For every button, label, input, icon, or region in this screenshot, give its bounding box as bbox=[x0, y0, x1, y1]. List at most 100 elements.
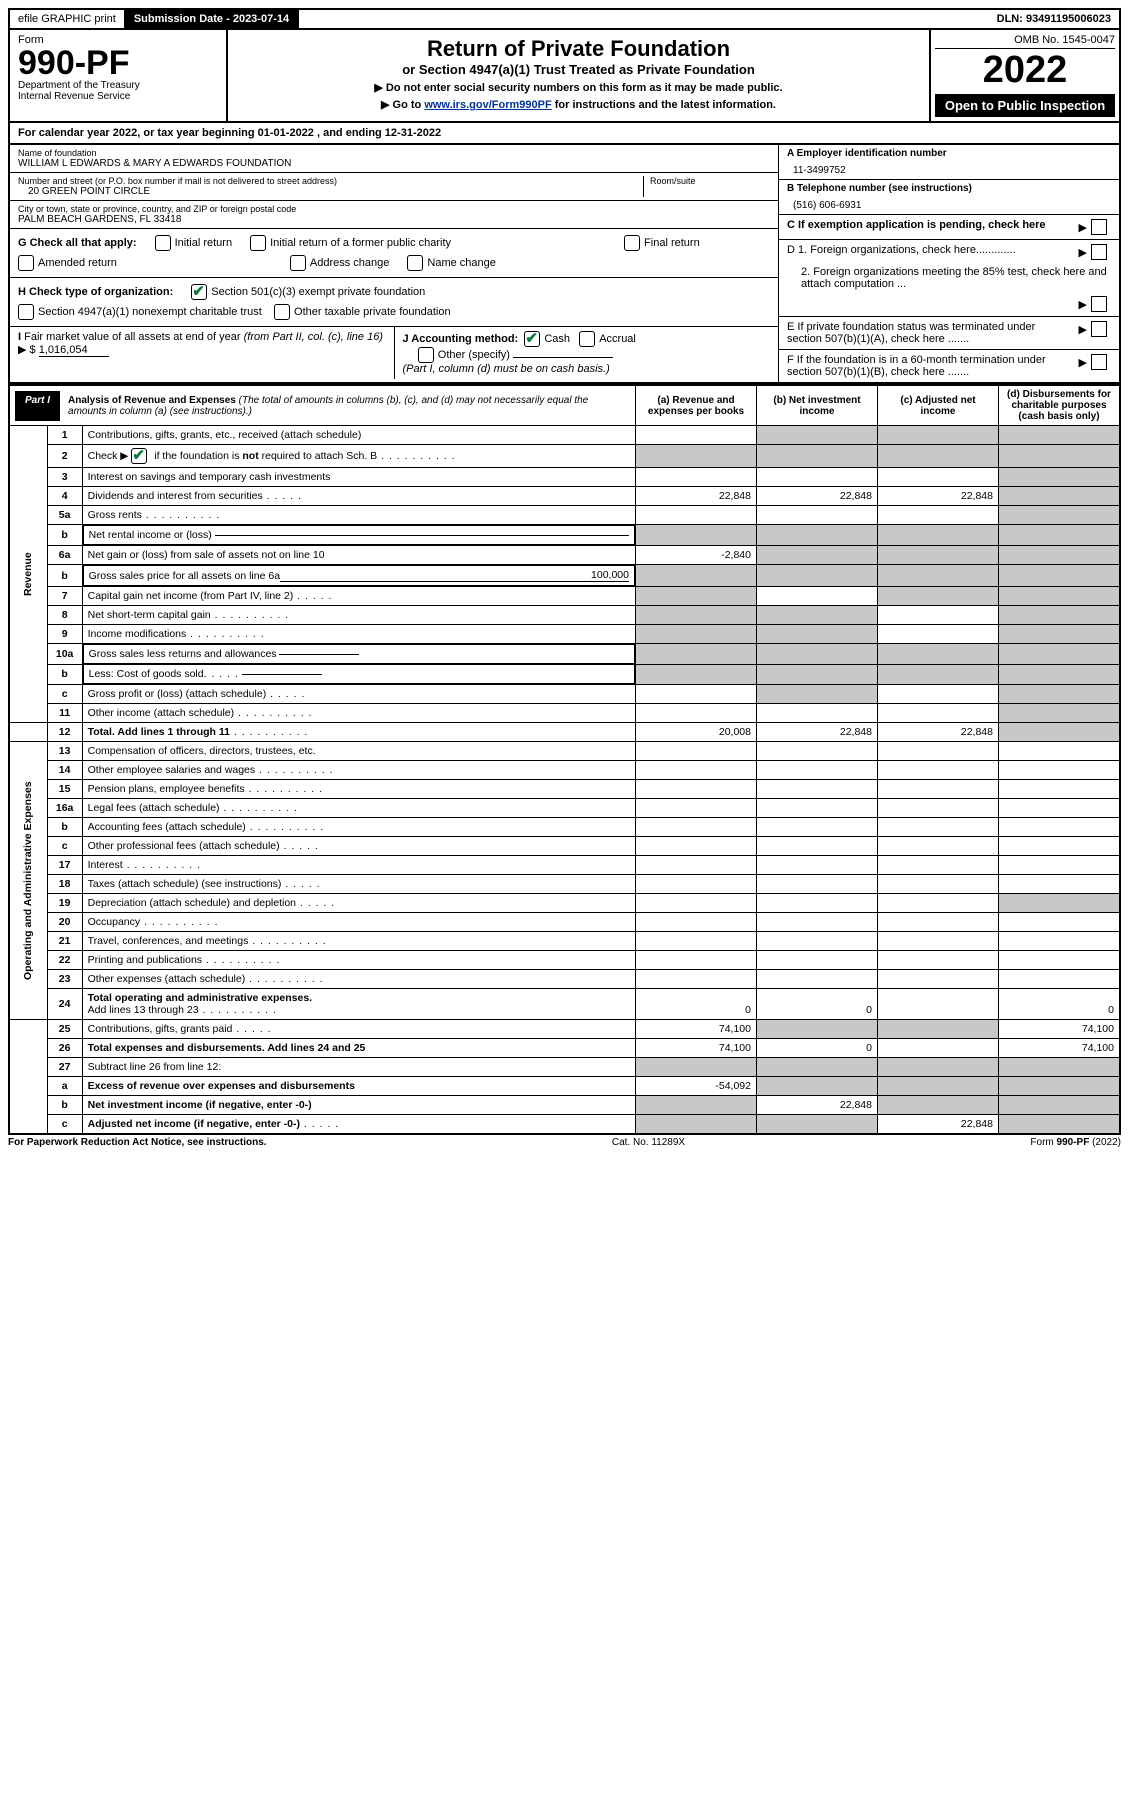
row15-desc: Pension plans, employee benefits bbox=[82, 780, 635, 799]
c-label: C If exemption application is pending, c… bbox=[787, 219, 1046, 231]
row1-desc: Contributions, gifts, grants, etc., rece… bbox=[82, 426, 635, 445]
row24-a: 0 bbox=[636, 989, 757, 1020]
cb-accrual[interactable] bbox=[579, 331, 595, 347]
instr-ssn: ▶ Do not enter social security numbers o… bbox=[234, 81, 923, 94]
cb-501c3[interactable] bbox=[191, 284, 207, 300]
row4-b: 22,848 bbox=[757, 487, 878, 506]
row6a-desc: Net gain or (loss) from sale of assets n… bbox=[82, 546, 635, 565]
col-b-header: (b) Net investment income bbox=[757, 385, 878, 426]
fmv-value: 1,016,054 bbox=[39, 344, 109, 357]
part1-title: Analysis of Revenue and Expenses (The to… bbox=[60, 391, 630, 421]
row10a-desc: Gross sales less returns and allowances bbox=[83, 644, 635, 664]
row11-num: 11 bbox=[47, 704, 82, 723]
opt-amended-return: Amended return bbox=[38, 257, 117, 269]
cb-final-return[interactable] bbox=[624, 235, 640, 251]
row12-num: 12 bbox=[47, 723, 82, 742]
row27b-num: b bbox=[47, 1096, 82, 1115]
row12-a: 20,008 bbox=[636, 723, 757, 742]
row12-c: 22,848 bbox=[878, 723, 999, 742]
row17-desc: Interest bbox=[82, 856, 635, 875]
foundation-name: WILLIAM L EDWARDS & MARY A EDWARDS FOUND… bbox=[18, 158, 770, 169]
calendar-year-line: For calendar year 2022, or tax year begi… bbox=[8, 123, 1121, 145]
row27-num: 27 bbox=[47, 1058, 82, 1077]
j-label: J Accounting method: bbox=[403, 333, 519, 345]
opt-cash: Cash bbox=[544, 333, 570, 345]
row2-desc: Check ▶ if the foundation is not require… bbox=[82, 445, 635, 468]
row4-c: 22,848 bbox=[878, 487, 999, 506]
form-number: 990-PF bbox=[18, 46, 218, 80]
cb-foreign-85[interactable] bbox=[1091, 296, 1107, 312]
tax-year: 2022 bbox=[935, 49, 1115, 92]
row27-desc: Subtract line 26 from line 12: bbox=[82, 1058, 635, 1077]
cb-60month[interactable] bbox=[1091, 354, 1107, 370]
opt-4947a1: Section 4947(a)(1) nonexempt charitable … bbox=[38, 306, 262, 318]
cb-foreign-org[interactable] bbox=[1091, 244, 1107, 260]
room-label: Room/suite bbox=[650, 176, 696, 186]
g-label: G Check all that apply: bbox=[18, 237, 137, 249]
form-header: Form 990-PF Department of the Treasury I… bbox=[8, 30, 1121, 123]
row19-num: 19 bbox=[47, 894, 82, 913]
cb-cash[interactable] bbox=[524, 331, 540, 347]
cb-address-change[interactable] bbox=[290, 255, 306, 271]
row25-a: 74,100 bbox=[636, 1020, 757, 1039]
col-a-header: (a) Revenue and expenses per books bbox=[636, 385, 757, 426]
row10a-num: 10a bbox=[47, 644, 82, 665]
cb-status-terminated[interactable] bbox=[1091, 321, 1107, 337]
opt-name-change: Name change bbox=[427, 257, 496, 269]
cb-initial-former[interactable] bbox=[250, 235, 266, 251]
row26-d: 74,100 bbox=[999, 1039, 1121, 1058]
row3-desc: Interest on savings and temporary cash i… bbox=[82, 468, 635, 487]
cb-4947a1[interactable] bbox=[18, 304, 34, 320]
opt-other-taxable: Other taxable private foundation bbox=[294, 306, 451, 318]
section-i-j: I Fair market value of all assets at end… bbox=[10, 327, 778, 379]
cb-other-taxable[interactable] bbox=[274, 304, 290, 320]
cb-exemption-pending[interactable] bbox=[1091, 219, 1107, 235]
row16a-desc: Legal fees (attach schedule) bbox=[82, 799, 635, 818]
address-label: Number and street (or P.O. box number if… bbox=[18, 176, 643, 186]
row14-num: 14 bbox=[47, 761, 82, 780]
form990pf-link[interactable]: www.irs.gov/Form990PF bbox=[424, 99, 551, 111]
row6b-desc: Gross sales price for all assets on line… bbox=[83, 565, 635, 586]
row27a-desc: Excess of revenue over expenses and disb… bbox=[82, 1077, 635, 1096]
row6a-a: -2,840 bbox=[636, 546, 757, 565]
row26-num: 26 bbox=[47, 1039, 82, 1058]
row24-num: 24 bbox=[47, 989, 82, 1020]
cb-name-change[interactable] bbox=[407, 255, 423, 271]
row25-num: 25 bbox=[47, 1020, 82, 1039]
row24-desc: Total operating and administrative expen… bbox=[82, 989, 635, 1020]
phone-value: (516) 606-6931 bbox=[787, 194, 1111, 211]
cat-no: Cat. No. 11289X bbox=[612, 1137, 685, 1148]
row27b-desc: Net investment income (if negative, ente… bbox=[82, 1096, 635, 1115]
opt-501c3: Section 501(c)(3) exempt private foundat… bbox=[211, 286, 425, 298]
form-title: Return of Private Foundation bbox=[234, 36, 923, 62]
row6a-num: 6a bbox=[47, 546, 82, 565]
row4-num: 4 bbox=[47, 487, 82, 506]
row1-num: 1 bbox=[47, 426, 82, 445]
other-specify-line bbox=[513, 357, 613, 358]
row24-b: 0 bbox=[757, 989, 878, 1020]
omb-number: OMB No. 1545-0047 bbox=[935, 34, 1115, 49]
street-address: 20 GREEN POINT CIRCLE bbox=[18, 186, 643, 197]
row19-desc: Depreciation (attach schedule) and deple… bbox=[82, 894, 635, 913]
row10b-desc: Less: Cost of goods sold bbox=[83, 664, 635, 684]
row12-b: 22,848 bbox=[757, 723, 878, 742]
row27b-b: 22,848 bbox=[757, 1096, 878, 1115]
efile-print[interactable]: efile GRAPHIC print bbox=[10, 10, 126, 28]
opt-final-return: Final return bbox=[644, 237, 700, 249]
cb-not-required-schb[interactable] bbox=[131, 448, 147, 464]
row23-num: 23 bbox=[47, 970, 82, 989]
row5a-num: 5a bbox=[47, 506, 82, 525]
row14-desc: Other employee salaries and wages bbox=[82, 761, 635, 780]
cb-other-method[interactable] bbox=[418, 347, 434, 363]
row21-num: 21 bbox=[47, 932, 82, 951]
opt-initial-return: Initial return bbox=[175, 237, 232, 249]
row10c-num: c bbox=[47, 685, 82, 704]
ein-label: A Employer identification number bbox=[787, 148, 1111, 159]
cb-initial-return[interactable] bbox=[155, 235, 171, 251]
row18-desc: Taxes (attach schedule) (see instruction… bbox=[82, 875, 635, 894]
top-bar: efile GRAPHIC print Submission Date - 20… bbox=[8, 8, 1121, 30]
row27a-num: a bbox=[47, 1077, 82, 1096]
row8-num: 8 bbox=[47, 606, 82, 625]
row25-desc: Contributions, gifts, grants paid bbox=[82, 1020, 635, 1039]
cb-amended-return[interactable] bbox=[18, 255, 34, 271]
